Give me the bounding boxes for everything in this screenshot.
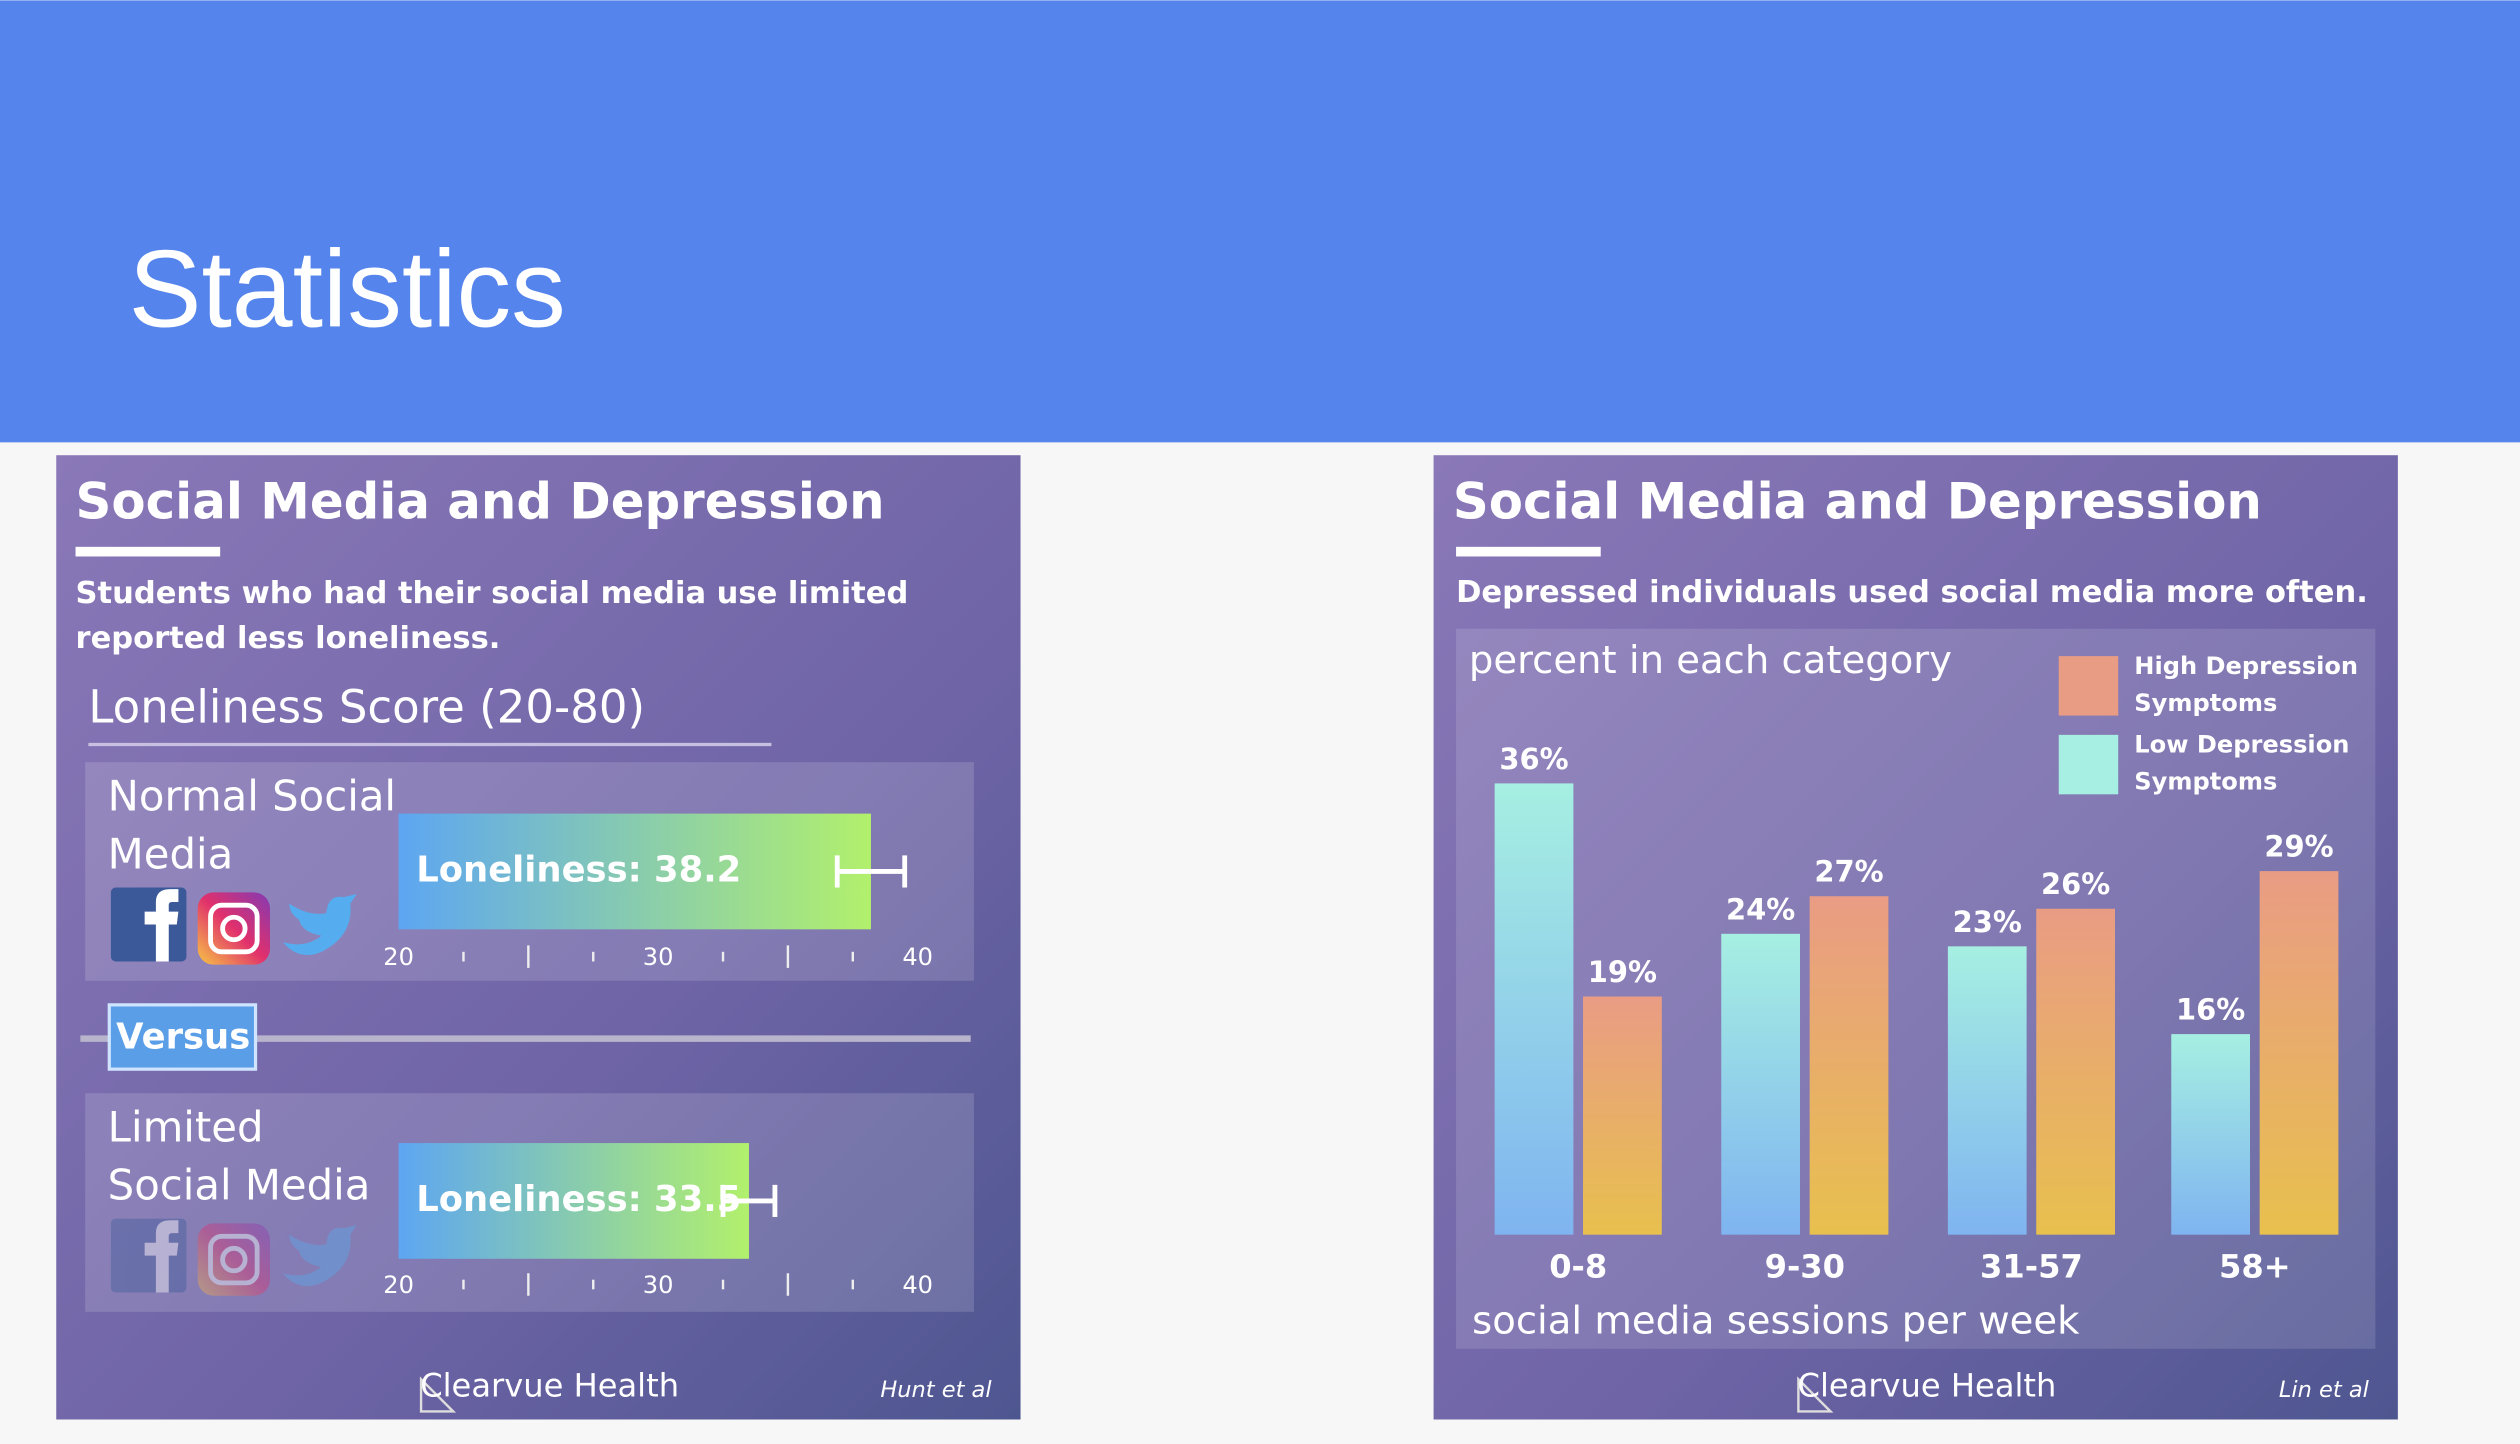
versus-text: Versus	[116, 1017, 250, 1058]
label: Limited Social Media	[107, 1104, 371, 1211]
value-label: 24%	[1726, 892, 1795, 926]
header	[0, 0, 2520, 443]
instagram-icon	[197, 892, 270, 965]
panel-title: Social Media and Depression	[76, 473, 885, 531]
left-panel: Social Media and Depression Students who…	[56, 455, 1021, 1420]
value-label: Loneliness: 33.5	[416, 1179, 741, 1220]
error-bar	[720, 1184, 778, 1217]
right-panel: Social Media and Depression Depressed in…	[1433, 455, 2398, 1420]
x-tick-label: 9-30	[1765, 1247, 1845, 1285]
legend-swatch	[2058, 734, 2119, 795]
bar	[398, 1143, 749, 1259]
bar	[1947, 946, 2027, 1235]
label-box: Limited Social Media	[107, 1104, 371, 1211]
icons-normal	[110, 887, 357, 965]
bar	[2259, 871, 2339, 1235]
x-tick-label: 40	[902, 1271, 933, 1299]
title-underline	[1456, 546, 1601, 557]
panel-subtitle: Students who had their social media use …	[75, 575, 909, 657]
brand: Clearvue Health	[1798, 1366, 2057, 1404]
x-tick-label: 31-57	[1980, 1247, 2083, 1285]
y-axis-label: percent in each category	[1469, 638, 1952, 683]
instagram-glyph	[208, 1233, 260, 1286]
brand-logo	[419, 1376, 457, 1413]
bar	[2171, 1034, 2250, 1235]
axis-label: Loneliness Score (20-80)	[88, 681, 645, 734]
title-underline	[75, 546, 221, 557]
x-tick-label: 30	[643, 1271, 674, 1299]
label-box: Normal Social Media	[107, 773, 397, 880]
icons-limited	[110, 1218, 357, 1296]
value-label: 16%	[2176, 993, 2245, 1027]
source: Lin et al	[2279, 1377, 2370, 1403]
panel-subtitle: Depressed individuals used social media …	[1456, 575, 2368, 610]
versus-badge	[107, 1003, 258, 1071]
bar	[1809, 896, 1889, 1235]
panel-title: Social Media and Depression	[1453, 473, 2262, 531]
value-label: 23%	[1953, 905, 2022, 939]
brand: Clearvue Health	[420, 1366, 679, 1404]
label-box: High Depression Symptoms	[2134, 651, 2359, 718]
x-tick-label: 0-8	[1549, 1247, 1607, 1285]
label-box: Low Depression Symptoms	[2134, 730, 2350, 796]
x-tick-label: 58+	[2219, 1247, 2291, 1285]
twitter-icon	[282, 893, 357, 956]
x-tick-label: 20	[383, 1271, 414, 1299]
brand-logo	[1797, 1376, 1834, 1413]
legend-swatch	[2058, 656, 2119, 716]
subtitle-box: Students who had their social media use …	[75, 575, 909, 657]
value-label: Loneliness: 38.2	[416, 849, 741, 890]
label: High Depression Symptoms	[2134, 651, 2359, 718]
panel-bg	[1433, 455, 2398, 1420]
error-bar	[834, 855, 908, 888]
facebook-glyph	[144, 1220, 179, 1293]
value-label: 36%	[1499, 742, 1568, 776]
value-label: 19%	[1588, 955, 1657, 989]
bar	[2036, 908, 2115, 1235]
facebook-glyph	[144, 889, 179, 962]
bar	[1494, 783, 1574, 1235]
slide-title: Statistics	[129, 229, 566, 351]
source: Hunt et al	[880, 1377, 992, 1403]
x-axis-label: social media sessions per week	[1472, 1299, 2080, 1344]
x-tick-label: 40	[902, 943, 933, 971]
label: Low Depression Symptoms	[2134, 730, 2350, 796]
twitter-icon	[282, 1225, 357, 1287]
value-label: 26%	[2041, 867, 2110, 901]
instagram-lens	[220, 1245, 248, 1274]
instagram-lens	[220, 914, 248, 943]
label: Normal Social Media	[107, 773, 397, 880]
bar	[398, 813, 871, 930]
value-label: 29%	[2264, 830, 2333, 864]
instagram-icon	[197, 1223, 270, 1296]
bar	[1721, 933, 1800, 1235]
x-tick-label: 20	[383, 943, 414, 971]
facebook-icon	[110, 1218, 187, 1293]
bar	[1583, 996, 1662, 1235]
value-label: 27%	[1814, 855, 1883, 889]
x-tick-label: 30	[643, 943, 674, 971]
instagram-glyph	[208, 902, 260, 955]
